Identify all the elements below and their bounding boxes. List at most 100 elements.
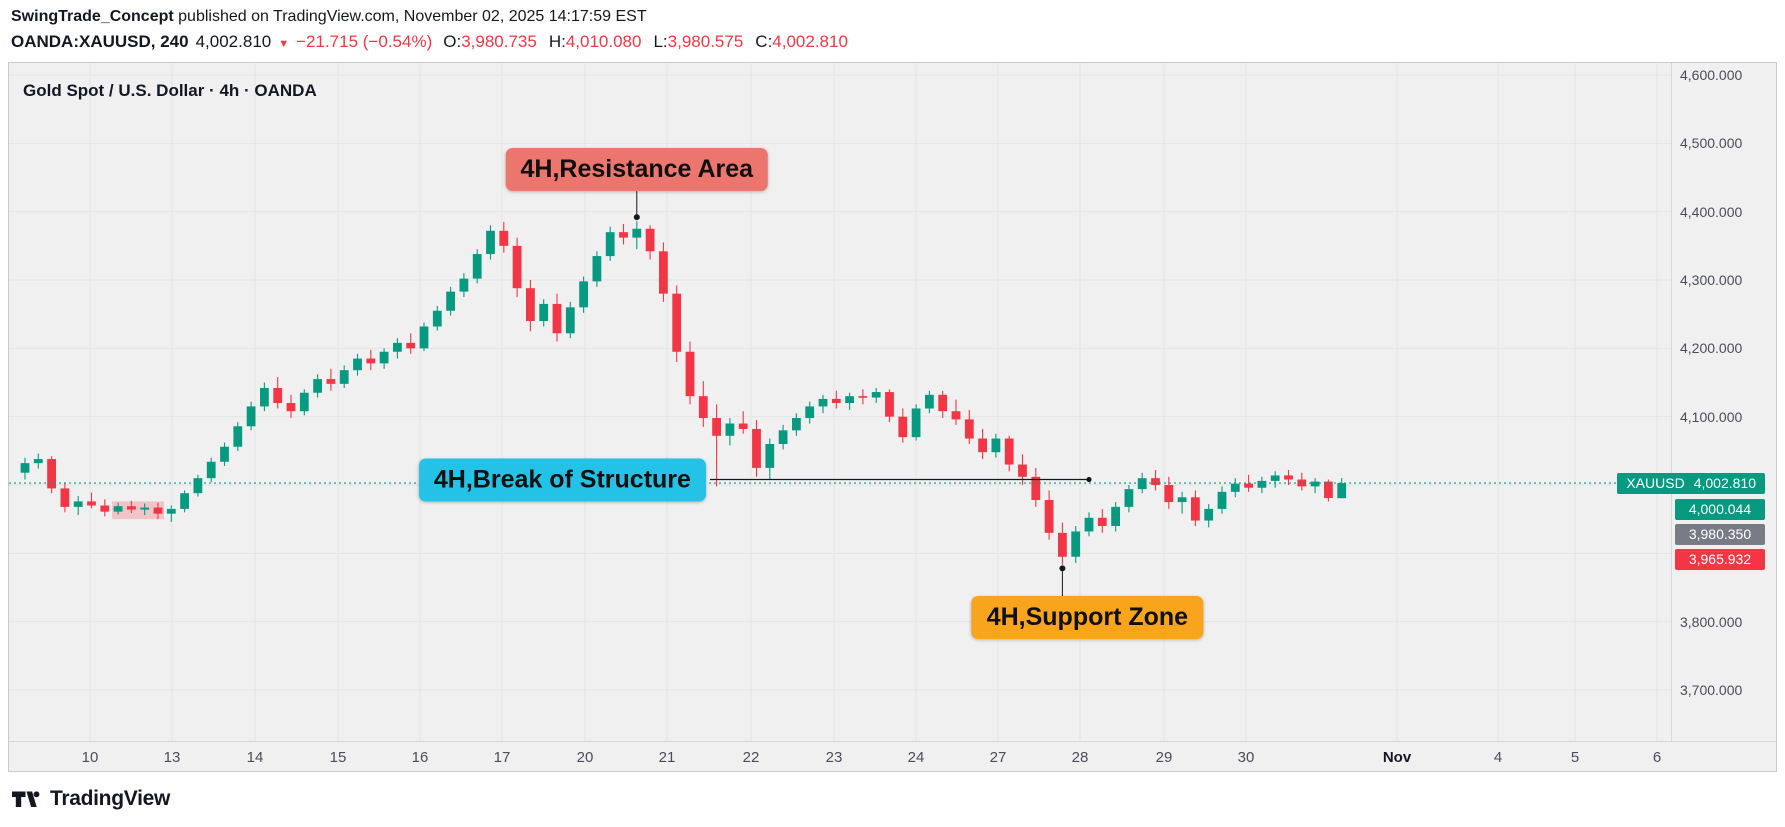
candle (166, 505, 176, 522)
candle (1084, 512, 1094, 537)
candle (898, 408, 908, 443)
chart-plot[interactable] (9, 63, 1671, 741)
candle (991, 433, 1001, 458)
candle (180, 490, 189, 513)
candle (1177, 491, 1187, 514)
support-zone-label: 4H,Support Zone (971, 596, 1204, 640)
candle (1270, 471, 1280, 488)
time-axis-label: 28 (1071, 749, 1089, 766)
candle (100, 499, 110, 517)
support-anchor-dot (1059, 565, 1066, 572)
candle (472, 249, 482, 284)
time-axis-label: 29 (1155, 749, 1173, 766)
badge-price: 4,002.810 (1693, 475, 1756, 491)
price-level-badge: 3,965.932 (1675, 549, 1765, 570)
current-price-badge: XAUUSD 4,002.810 (1617, 473, 1765, 494)
candle (206, 457, 216, 483)
candle (326, 368, 336, 391)
tradingview-logo-icon (12, 790, 40, 807)
time-axis-label: 17 (493, 749, 511, 766)
candle (299, 389, 309, 416)
brand-name: TradingView (50, 787, 171, 810)
time-axis-label: 14 (246, 749, 264, 766)
time-axis-label: 24 (907, 749, 925, 766)
break-of-structure-label: 4H,Break of Structure (418, 458, 706, 502)
candle (778, 424, 788, 450)
candle (526, 280, 535, 332)
candle (858, 389, 868, 405)
candle (672, 285, 682, 362)
candle (1284, 469, 1293, 485)
price-axis-label: 4,400.000 (1680, 203, 1743, 220)
candle (951, 399, 961, 425)
chart-area: Gold Spot / U.S. Dollar · 4h · OANDA 4H,… (8, 62, 1777, 772)
candle (459, 273, 469, 298)
candle (1337, 478, 1347, 499)
candle (486, 225, 495, 260)
author-name[interactable]: SwingTrade_Concept (11, 8, 174, 25)
time-axis-label: 20 (576, 749, 594, 766)
candle (432, 305, 442, 331)
time-axis-label: 15 (329, 749, 347, 766)
candle (286, 394, 296, 419)
candle (632, 221, 642, 250)
candle (1310, 478, 1320, 494)
candle (685, 341, 695, 405)
candle (938, 390, 948, 419)
badge-symbol: XAUUSD (1626, 475, 1685, 491)
chart-title: Gold Spot / U.S. Dollar · 4h · OANDA (23, 81, 317, 100)
candle (818, 394, 828, 414)
candle (379, 348, 389, 369)
close-value: C:4,002.810 (755, 32, 848, 51)
candle (1031, 467, 1041, 507)
candle (246, 401, 256, 431)
publish-info-line: SwingTrade_Concept published on TradingV… (11, 7, 647, 27)
candle (925, 390, 934, 414)
candle (60, 482, 70, 513)
candle (579, 276, 588, 313)
candle (645, 225, 655, 260)
price-axis-label: 4,500.000 (1680, 135, 1743, 152)
price-axis-label: 4,100.000 (1680, 408, 1743, 425)
symbol-info-line: OANDA:XAUUSD, 240 4,002.810 ▼ −21.715 (−… (11, 31, 848, 55)
candle (1297, 472, 1307, 491)
time-axis-divider (9, 741, 1776, 742)
candle (871, 387, 881, 403)
candle (1204, 504, 1214, 528)
price-axis-label: 3,700.000 (1680, 682, 1743, 698)
time-axis-label: 22 (742, 749, 760, 766)
candle (419, 322, 429, 352)
candle (725, 418, 735, 446)
candle (565, 301, 575, 339)
last-price: 4,002.810 (195, 32, 272, 51)
price-axis-label: 4,600.000 (1680, 67, 1743, 83)
candle (1217, 486, 1227, 514)
time-axis-label: 21 (658, 749, 676, 766)
candle (1191, 490, 1200, 526)
candle (1164, 476, 1174, 509)
candle (792, 413, 801, 436)
candles (20, 221, 1347, 565)
candle (978, 428, 987, 460)
open-value: O:3,980.735 (443, 32, 537, 51)
candle (698, 381, 708, 427)
tradingview-branding[interactable]: TradingView (12, 787, 170, 811)
candle (260, 382, 269, 412)
candle (659, 242, 668, 302)
candle (47, 456, 56, 494)
published-text: published on TradingView.com, November 0… (173, 8, 647, 25)
candle (393, 338, 402, 359)
candle (220, 442, 229, 466)
candle (885, 389, 894, 423)
price-axis-label: 3,800.000 (1680, 613, 1743, 630)
ohlc-readout: O:3,980.735 H:4,010.080 L:3,980.575 C:4,… (443, 31, 848, 53)
candle (339, 365, 349, 388)
candle (1244, 474, 1253, 492)
candle (512, 237, 522, 298)
candle (366, 349, 376, 371)
candle (752, 420, 761, 477)
symbol-title[interactable]: OANDA:XAUUSD, 240 (11, 32, 189, 51)
candle (127, 500, 136, 514)
price-axis-label: 4,200.000 (1680, 340, 1743, 357)
time-axis-label: 23 (825, 749, 843, 766)
